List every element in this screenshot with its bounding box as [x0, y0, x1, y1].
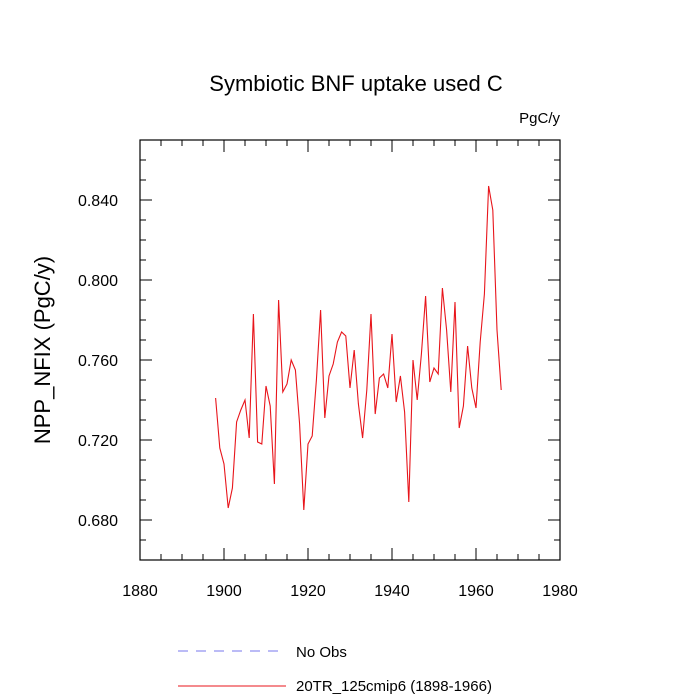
- data-point: [417, 399, 418, 400]
- data-point: [324, 417, 325, 418]
- y-axis-label: NPP_NFIX (PgC/y): [30, 256, 55, 444]
- y-tick-label: 0.760: [78, 353, 118, 370]
- data-point: [307, 443, 308, 444]
- data-point: [425, 295, 426, 296]
- data-point: [303, 509, 304, 510]
- data-point: [421, 353, 422, 354]
- data-point: [370, 313, 371, 314]
- y-tick-label: 0.840: [78, 193, 118, 210]
- data-point: [362, 437, 363, 438]
- data-point: [412, 359, 413, 360]
- data-point: [316, 379, 317, 380]
- series-points: [215, 185, 502, 510]
- data-point: [228, 507, 229, 508]
- data-point: [270, 405, 271, 406]
- data-point: [501, 389, 502, 390]
- plot-frame: [139, 139, 561, 561]
- chart-title: Symbiotic BNF uptake used C: [209, 71, 503, 96]
- data-point: [333, 363, 334, 364]
- data-point: [404, 411, 405, 412]
- data-point: [215, 397, 216, 398]
- minor-ticks: [139, 139, 561, 561]
- y-tick-label: 0.800: [78, 273, 118, 290]
- x-tick-label: 1900: [206, 583, 242, 600]
- data-point: [244, 399, 245, 400]
- data-point: [265, 385, 266, 386]
- data-point: [223, 463, 224, 464]
- data-point: [467, 345, 468, 346]
- data-point: [274, 483, 275, 484]
- x-tick-label: 1960: [458, 583, 494, 600]
- data-point: [240, 409, 241, 410]
- data-point: [408, 501, 409, 502]
- series-line: [215, 185, 502, 511]
- data-point: [345, 335, 346, 336]
- data-point: [379, 377, 380, 378]
- data-point: [492, 209, 493, 210]
- data-point: [446, 329, 447, 330]
- data-point: [295, 369, 296, 370]
- data-point: [299, 423, 300, 424]
- data-point: [391, 333, 392, 334]
- data-point: [354, 349, 355, 350]
- data-point: [463, 405, 464, 406]
- data-point: [450, 391, 451, 392]
- y-tick-label: 0.680: [78, 513, 118, 530]
- x-tick-label: 1980: [542, 583, 578, 600]
- x-tick-label: 1920: [290, 583, 326, 600]
- data-point: [459, 427, 460, 428]
- x-tick-label: 1880: [122, 583, 158, 600]
- data-point: [400, 375, 401, 376]
- data-point: [349, 387, 350, 388]
- data-point: [375, 413, 376, 414]
- x-tick-label: 1940: [374, 583, 410, 600]
- data-point: [471, 387, 472, 388]
- major-ticks: [139, 140, 561, 560]
- data-point: [312, 435, 313, 436]
- data-point: [286, 383, 287, 384]
- data-point: [219, 447, 220, 448]
- data-point: [328, 375, 329, 376]
- data-point: [488, 185, 489, 186]
- legend-label: No Obs: [296, 644, 347, 661]
- y-tick-label: 0.720: [78, 433, 118, 450]
- data-point: [278, 299, 279, 300]
- data-point: [438, 373, 439, 374]
- data-point: [433, 367, 434, 368]
- data-point: [257, 441, 258, 442]
- data-point: [249, 437, 250, 438]
- data-point: [253, 313, 254, 314]
- data-point: [291, 359, 292, 360]
- data-point: [387, 387, 388, 388]
- data-point: [454, 301, 455, 302]
- data-point: [383, 373, 384, 374]
- data-point: [261, 443, 262, 444]
- units-label: PgC/y: [519, 110, 560, 127]
- legend-label: 20TR_125cmip6 (1898-1966): [296, 678, 492, 695]
- data-point: [358, 403, 359, 404]
- data-point: [442, 287, 443, 288]
- data-point: [236, 421, 237, 422]
- data-point: [480, 341, 481, 342]
- data-point: [496, 329, 497, 330]
- data-point: [320, 309, 321, 310]
- data-point: [337, 341, 338, 342]
- data-point: [396, 401, 397, 402]
- data-point: [475, 407, 476, 408]
- data-point: [429, 381, 430, 382]
- data-point: [282, 391, 283, 392]
- data-point: [232, 487, 233, 488]
- data-point: [484, 293, 485, 294]
- data-point: [366, 389, 367, 390]
- data-point: [341, 331, 342, 332]
